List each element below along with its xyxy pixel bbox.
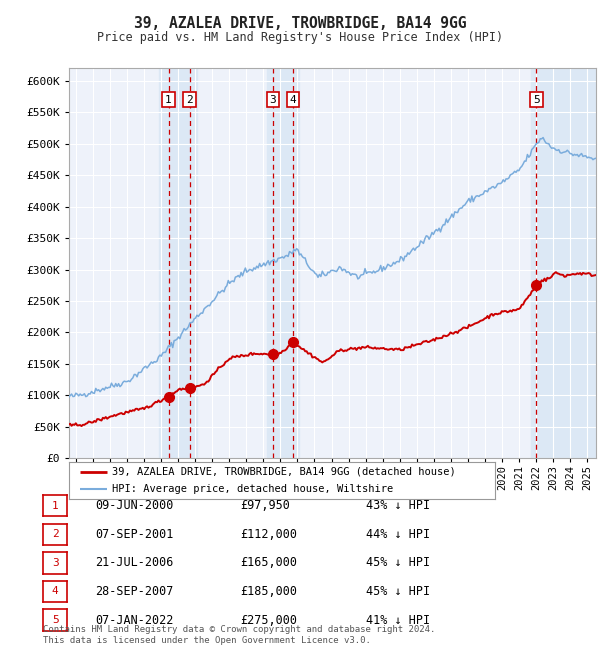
Text: 5: 5 — [533, 95, 540, 105]
Text: £165,000: £165,000 — [240, 556, 297, 569]
Text: 4: 4 — [290, 95, 296, 105]
Text: 1: 1 — [165, 95, 172, 105]
Text: 3: 3 — [52, 558, 59, 568]
Text: 43% ↓ HPI: 43% ↓ HPI — [366, 499, 430, 512]
Text: 39, AZALEA DRIVE, TROWBRIDGE, BA14 9GG (detached house): 39, AZALEA DRIVE, TROWBRIDGE, BA14 9GG (… — [112, 467, 455, 476]
Text: £185,000: £185,000 — [240, 585, 297, 598]
Text: Contains HM Land Registry data © Crown copyright and database right 2024.
This d: Contains HM Land Registry data © Crown c… — [43, 625, 436, 645]
Text: 4: 4 — [52, 586, 59, 597]
Text: 45% ↓ HPI: 45% ↓ HPI — [366, 556, 430, 569]
Text: 5: 5 — [52, 615, 59, 625]
Text: 07-SEP-2001: 07-SEP-2001 — [95, 528, 173, 541]
Text: 1: 1 — [52, 500, 59, 511]
Text: £97,950: £97,950 — [240, 499, 290, 512]
Text: £275,000: £275,000 — [240, 614, 297, 627]
Text: 3: 3 — [269, 95, 276, 105]
Bar — [158, 68, 197, 458]
Text: 2: 2 — [52, 529, 59, 539]
Text: £112,000: £112,000 — [240, 528, 297, 541]
Text: HPI: Average price, detached house, Wiltshire: HPI: Average price, detached house, Wilt… — [112, 484, 393, 494]
Text: 45% ↓ HPI: 45% ↓ HPI — [366, 585, 430, 598]
Text: 21-JUL-2006: 21-JUL-2006 — [95, 556, 173, 569]
Text: 41% ↓ HPI: 41% ↓ HPI — [366, 614, 430, 627]
Bar — [531, 68, 596, 458]
Text: Price paid vs. HM Land Registry's House Price Index (HPI): Price paid vs. HM Land Registry's House … — [97, 31, 503, 44]
Text: 09-JUN-2000: 09-JUN-2000 — [95, 499, 173, 512]
Text: 39, AZALEA DRIVE, TROWBRIDGE, BA14 9GG: 39, AZALEA DRIVE, TROWBRIDGE, BA14 9GG — [134, 16, 466, 31]
Text: 44% ↓ HPI: 44% ↓ HPI — [366, 528, 430, 541]
Text: 28-SEP-2007: 28-SEP-2007 — [95, 585, 173, 598]
Text: 2: 2 — [186, 95, 193, 105]
Text: 07-JAN-2022: 07-JAN-2022 — [95, 614, 173, 627]
Bar — [267, 68, 299, 458]
